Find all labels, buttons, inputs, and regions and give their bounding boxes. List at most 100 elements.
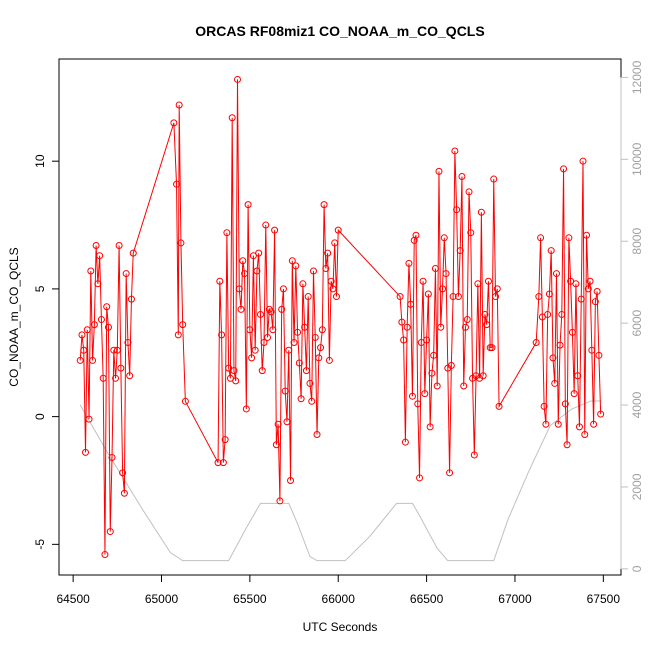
data-point [551,379,559,387]
data-point [440,234,448,242]
secondary-y-tick-label: 4000 [630,391,644,418]
altitude-line [79,400,602,562]
data-point [488,344,496,352]
data-point [244,201,252,209]
data-point [481,310,489,318]
data-point [593,287,601,295]
data-point [174,331,182,339]
data-point [574,372,582,380]
data-point [588,346,596,354]
data-point [586,277,594,285]
data-point [251,346,259,354]
data-point [421,390,429,398]
data-point [463,316,471,324]
data-point [435,167,443,175]
data-point [219,459,227,467]
data-point [396,293,404,301]
data-point [547,247,555,255]
data-point [248,354,256,362]
data-point [558,310,566,318]
x-tick-label: 66500 [410,592,444,606]
data-point [492,293,500,301]
data-point [332,293,340,301]
data-point [304,293,312,301]
data-point [122,270,130,278]
data-point [85,415,93,423]
data-point [456,247,464,255]
data-point [281,387,289,395]
data-point [99,374,107,382]
data-point [565,234,573,242]
data-point [322,264,330,272]
y-axis-title: CO_NOAA_m_CO_QCLS [7,247,21,386]
data-point [407,300,415,308]
data-point [544,310,552,318]
data-point [106,528,114,536]
data-point [223,229,231,237]
data-point [271,226,279,234]
data-point [454,293,462,301]
data-point [470,451,478,459]
data-point [221,436,229,444]
plot-frame [58,58,622,576]
data-point [235,285,243,293]
secondary-y-tick-label: 0 [630,565,644,572]
data-point [179,321,187,329]
data-point [532,339,540,347]
data-point [239,257,247,265]
data-point [269,326,277,334]
secondary-y-tick-label: 8000 [630,228,644,255]
secondary-y-tick-label: 2000 [630,473,644,500]
data-point [216,277,224,285]
data-point [309,267,317,275]
x-tick-label: 67500 [587,592,621,606]
data-point [110,346,118,354]
data-point [442,270,450,278]
data-point [262,221,270,229]
data-point [78,331,86,339]
data-point [577,295,585,303]
data-point [467,229,475,237]
data-point [230,367,238,375]
data-point [449,293,457,301]
data-point [479,372,487,380]
data-point [274,420,282,428]
data-point [451,147,459,155]
x-tick-label: 65500 [233,592,267,606]
data-point [253,267,261,275]
data-point [483,321,491,329]
data-point [299,280,307,288]
data-point [112,374,120,382]
data-point [241,270,249,278]
data-point [290,339,298,347]
data-point [401,438,409,446]
data-point [465,188,473,196]
data-point [297,395,305,403]
data-point [568,328,576,336]
x-tick-label: 64500 [56,592,90,606]
data-point [237,305,245,313]
data-point [447,362,455,370]
data-point [242,405,250,413]
data-point [583,231,591,239]
data-point [260,339,268,347]
data-point [288,257,296,265]
data-point [439,285,446,293]
data-point [97,316,105,324]
data-point [426,423,434,431]
data-point [329,285,337,293]
chart-title: ORCAS RF08miz1 CO_NOAA_m_CO_QCLS [195,23,484,39]
data-point [461,323,469,331]
secondary-y-tick-label: 12000 [630,60,644,94]
data-point [96,252,104,260]
data-point [460,382,468,390]
data-point [590,420,598,428]
data-point [398,318,406,326]
data-point [412,231,420,239]
data-point [80,346,88,354]
data-point [428,369,436,377]
x-axis: 64500 65000 65500 66000 66500 67000 67500 [56,574,621,606]
data-point [94,280,102,288]
data-point [108,454,116,461]
